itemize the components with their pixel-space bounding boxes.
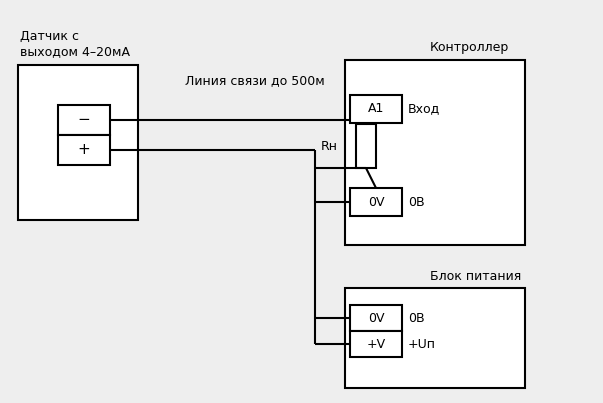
Text: A1: A1 [368,102,384,116]
Text: 0В: 0В [408,195,425,208]
Text: 0V: 0V [368,195,384,208]
Bar [58,105,110,135]
Text: −: − [78,112,90,127]
Bar [345,60,525,245]
Text: Вход: Вход [408,102,440,116]
Bar [18,65,138,220]
Bar [350,331,402,357]
Text: +: + [78,143,90,158]
Bar [350,188,402,216]
Bar [356,124,376,168]
Text: 0V: 0V [368,312,384,324]
Text: Линия связи до 500м: Линия связи до 500м [185,74,325,87]
Text: Контроллер: Контроллер [430,42,510,54]
Text: Rн: Rн [321,139,338,152]
Text: +V: +V [367,337,385,351]
Text: +Uп: +Uп [408,337,436,351]
Bar [58,135,110,165]
Bar [345,288,525,388]
Text: Датчик с
выходом 4–20мА: Датчик с выходом 4–20мА [20,30,130,58]
Bar [350,95,402,123]
Text: Блок питания: Блок питания [430,270,521,283]
Bar [350,305,402,331]
Text: 0В: 0В [408,312,425,324]
